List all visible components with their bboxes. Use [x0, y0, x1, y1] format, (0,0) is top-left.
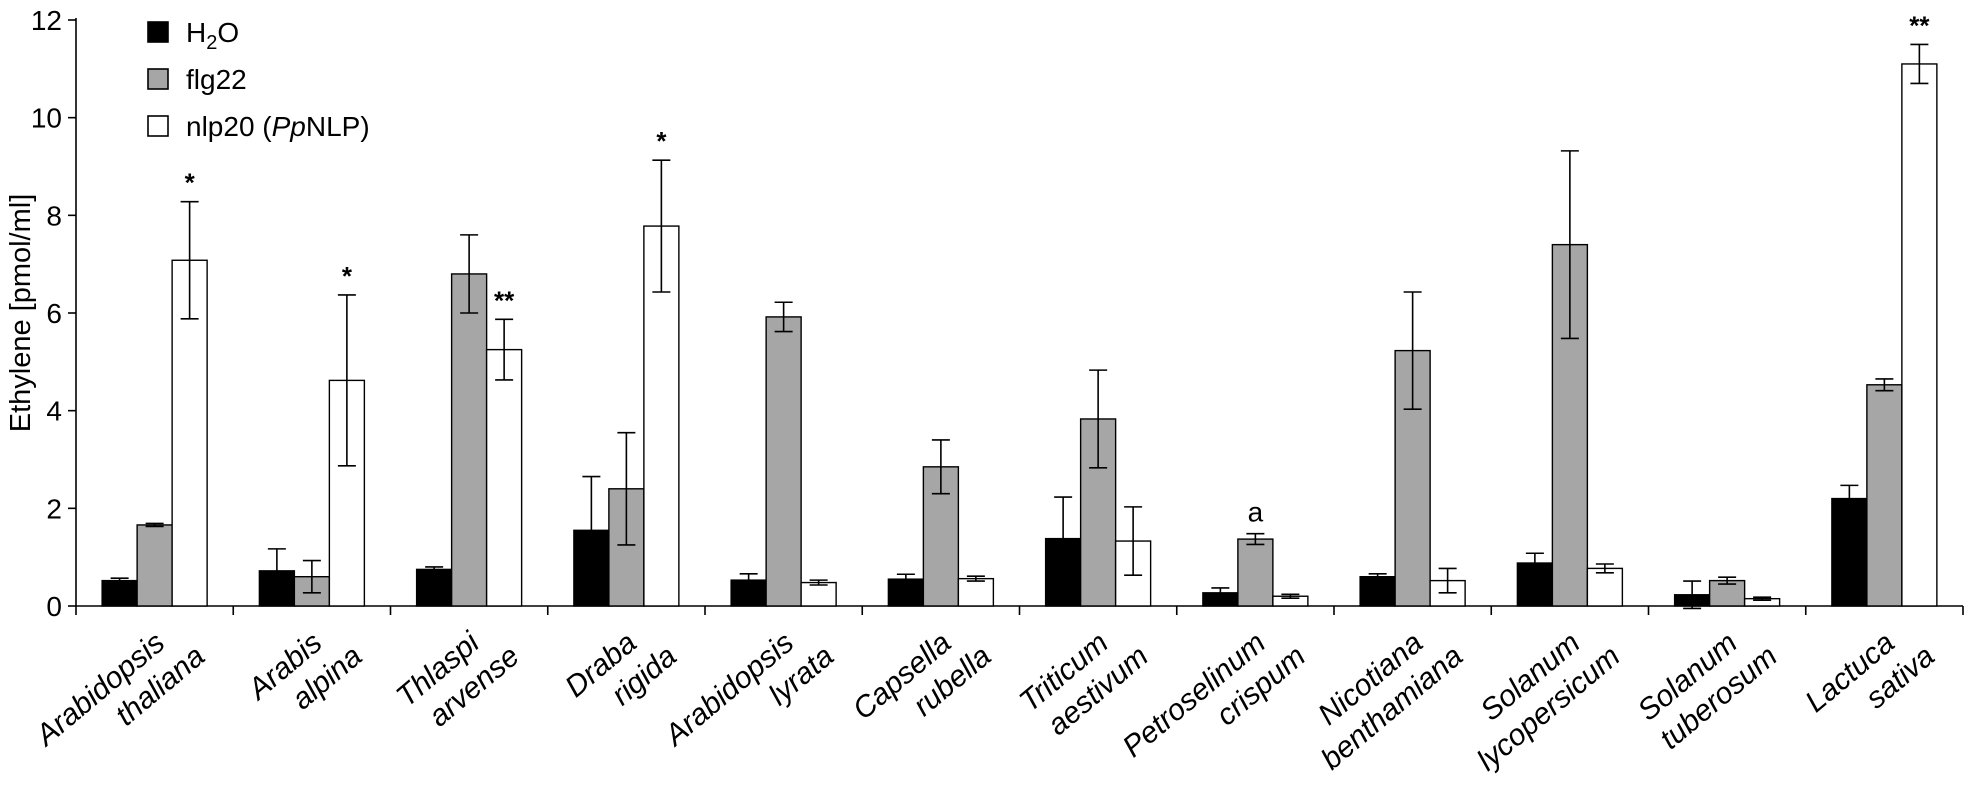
legend-swatch [147, 68, 169, 90]
y-tick-label: 2 [46, 493, 62, 524]
y-tick-label: 12 [31, 5, 62, 36]
bar-nlp20-ppnlp- [800, 581, 837, 607]
bar-nlp20-ppnlp- [1586, 567, 1624, 607]
bars-layer [101, 63, 1938, 607]
bar-h2o [1831, 497, 1868, 607]
bar-nlp20-ppnlp- [485, 348, 523, 607]
significance-marker: a [1248, 497, 1264, 528]
error-bars-layer [110, 43, 1929, 610]
y-tick-label: 4 [46, 396, 62, 427]
bar-nlp20-ppnlp- [957, 577, 995, 607]
bar-flg22 [1866, 384, 1903, 607]
bar-nlp20-ppnlp- [1901, 63, 1938, 607]
bar-flg22 [1708, 579, 1746, 607]
bar-h2o [1359, 576, 1396, 607]
y-tick-label: 0 [46, 591, 62, 622]
y-axis-label: Ethylene [pmol/ml] [5, 194, 37, 433]
y-tick-label: 8 [46, 200, 62, 231]
legend-label: flg22 [186, 64, 247, 95]
legend-swatch [147, 115, 169, 137]
significance-marker: * [342, 261, 353, 291]
significance-marker: ** [494, 285, 515, 315]
significance-marker: * [656, 126, 667, 156]
bar-flg22 [450, 273, 488, 607]
y-tick-label: 6 [46, 298, 62, 329]
legend: H2O flg22 nlp20 (PpNLP) [147, 17, 370, 142]
bar-flg22 [136, 524, 173, 607]
significance-marker: ** [1909, 10, 1930, 40]
bar-h2o [415, 568, 453, 607]
bar-h2o [101, 579, 138, 607]
axes-layer: 0 2 4 6 8 10 12 [31, 5, 1964, 622]
bar-flg22 [1237, 538, 1274, 607]
annotations-layer: *****a** [185, 10, 1931, 527]
significance-marker: * [185, 168, 196, 198]
bar-flg22 [765, 316, 802, 607]
legend-label: nlp20 (PpNLP) [186, 111, 370, 142]
legend-label: H2O [186, 17, 239, 54]
y-tick-label: 10 [31, 103, 62, 134]
legend-swatch [147, 21, 169, 43]
